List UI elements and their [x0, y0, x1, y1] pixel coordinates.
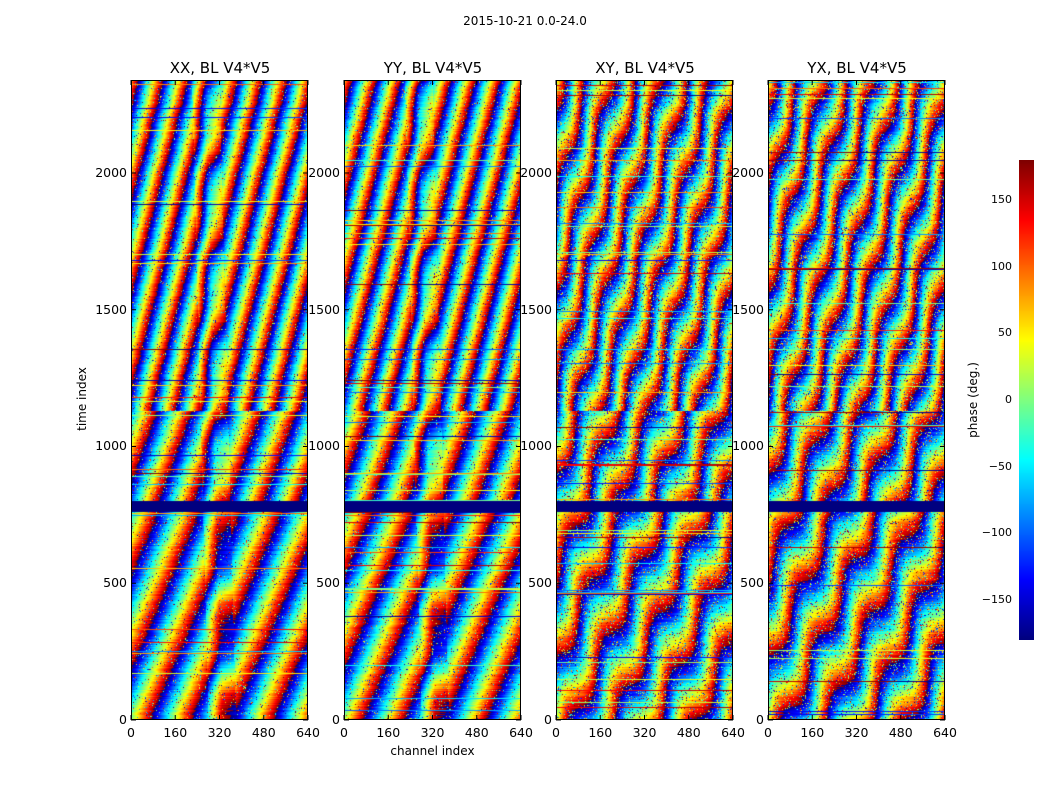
heatmap-xx	[131, 80, 308, 720]
x-tick-label-yy: 160	[376, 725, 401, 740]
x-tick-label-xy: 640	[721, 725, 745, 740]
x-tick-label-yx: 0	[764, 725, 772, 740]
colorbar-tick-label: −150	[981, 593, 1012, 606]
y-tick-label-yy: 0	[332, 712, 340, 727]
panel-title-xy: XY, BL V4*V5	[595, 59, 695, 77]
x-axis-label: channel index	[390, 744, 475, 758]
y-tick-label-yx: 1000	[732, 438, 764, 454]
panel-frame-yx	[768, 80, 945, 720]
panel-title-xx: XX, BL V4*V5	[169, 59, 271, 77]
x-tick-label-yx: 160	[800, 725, 825, 740]
y-tick-label-yy: 2000	[308, 164, 340, 180]
y-tick-label-xx: 0	[119, 712, 127, 727]
panel-frame-yy	[344, 80, 521, 720]
y-tick-label-xy: 1000	[520, 438, 552, 454]
x-tick-label-yx: 640	[933, 725, 957, 740]
y-tick-label-yx: 1500	[732, 301, 764, 317]
heatmap-yx	[768, 80, 945, 720]
x-tick-label-xx: 160	[163, 725, 188, 740]
x-tick-label-xx: 480	[251, 725, 276, 740]
x-tick-label-xy: 0	[552, 725, 560, 740]
y-tick-label-yy: 1000	[308, 438, 340, 454]
panel-frame-xx	[131, 80, 308, 720]
colorbar-tick-label: −100	[981, 526, 1012, 540]
y-tick-label-yx: 2000	[732, 164, 764, 180]
panel-title-yy: YY, BL V4*V5	[383, 59, 483, 77]
colorbar-tick-label: 100	[991, 259, 1012, 273]
x-tick-label-xy: 320	[632, 725, 657, 740]
y-tick-label-xx: 2000	[95, 164, 127, 180]
y-tick-label-yy: 500	[316, 575, 340, 591]
y-tick-label-xx: 1500	[95, 301, 127, 317]
y-tick-label-yx: 500	[740, 575, 764, 591]
y-tick-label-yx: 0	[756, 712, 764, 727]
y-tick-label-xy: 2000	[520, 164, 552, 180]
panel-frame-xy	[556, 80, 733, 720]
heatmap-xy	[556, 80, 733, 720]
colorbar-tick-label: −50	[988, 459, 1012, 473]
x-tick-label-yy: 320	[420, 725, 445, 740]
x-tick-label-yx: 480	[888, 725, 913, 740]
panel-title-yx: YX, BL V4*V5	[807, 59, 907, 77]
x-tick-label-yy: 640	[509, 725, 533, 740]
colorbar	[1019, 160, 1034, 640]
colorbar-tick-label: 0	[1005, 393, 1012, 406]
y-tick-label-xx: 1000	[95, 438, 127, 454]
y-tick-label-xy: 0	[544, 712, 552, 727]
y-tick-label-xx: 500	[103, 575, 127, 591]
y-axis-label: time index	[75, 367, 89, 431]
x-tick-label-yx: 320	[844, 725, 869, 740]
x-tick-label-xy: 480	[676, 725, 701, 740]
y-tick-label-xy: 500	[528, 575, 552, 591]
y-tick-label-xy: 1500	[520, 301, 552, 317]
x-tick-label-yy: 480	[464, 725, 489, 740]
x-tick-label-xx: 320	[207, 725, 232, 740]
x-tick-label-xx: 640	[296, 725, 320, 740]
figure-title: 2015-10-21 0.0-24.0	[463, 14, 587, 28]
y-tick-label-yy: 1500	[308, 301, 340, 317]
colorbar-tick-label: 50	[998, 326, 1012, 340]
heatmap-yy	[344, 80, 521, 720]
x-tick-label-yy: 0	[340, 725, 348, 740]
x-tick-label-xx: 0	[127, 725, 135, 740]
colorbar-tick-label: 150	[991, 193, 1012, 206]
x-tick-label-xy: 160	[588, 725, 613, 740]
